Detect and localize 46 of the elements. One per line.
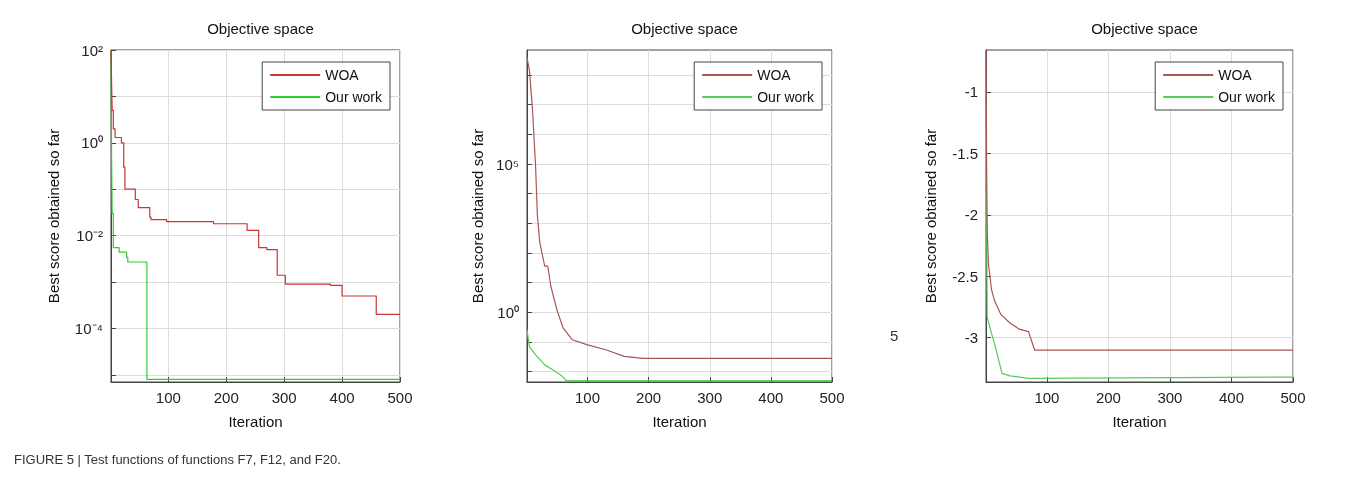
y-tick-label: 10² [81,41,103,59]
x-tick-label: 400 [329,389,355,406]
x-tick-label: 400 [1218,389,1244,406]
x-tick-label: 200 [213,389,239,406]
line-series [526,56,833,360]
legend-label: WOA [757,67,792,83]
line-series [985,152,1294,379]
y-tick-label: -2 [964,206,978,224]
chart-title: Objective space [1091,20,1198,37]
x-tick-label: 200 [1095,389,1121,406]
x-tick-label: 500 [387,389,413,406]
x-tick-label: 500 [819,389,845,406]
y-tick-label: 10⁵ [496,155,519,173]
x-axis-title: Iteration [228,413,283,430]
x-tick-label: 100 [1034,389,1060,406]
y-axis-title: Best score obtained so far [922,128,939,304]
x-tick-label: 100 [155,389,181,406]
y-axis-title: Best score obtained so far [469,128,487,304]
legend-label: WOA [325,67,360,83]
y-tick-label: 10⁰ [81,134,103,152]
legend-label: Our work [757,89,815,105]
chart-title: Objective space [631,20,738,37]
x-tick-label: 300 [271,389,297,406]
y-tick-label: 10⁻⁴ [74,319,103,337]
chart-title: Objective space [207,20,314,37]
x-axis-title: Iteration [1112,413,1167,430]
y-tick-label: 10⁰ [497,303,519,321]
x-tick-label: 500 [1280,389,1306,406]
text: 5 [890,327,899,344]
caption: FIGURE 5 | Test functions of functions F7, F12, and F20. [14,452,341,467]
y-tick-label: -1 [964,83,978,101]
legend-label: WOA [1218,67,1253,83]
y-tick-label: -3 [964,329,978,347]
x-tick-label: 300 [1157,389,1183,406]
x-tick-label: 400 [758,389,784,406]
y-axis-title: Best score obtained so far [45,128,62,304]
x-axis-title: Iteration [652,413,707,430]
x-tick-label: 200 [636,389,662,406]
legend-label: Our work [325,89,383,105]
line-series [985,49,1294,351]
y-tick-label: -1.5 [952,144,978,162]
y-tick-label: 10⁻² [76,227,103,245]
x-tick-label: 100 [575,389,601,406]
y-tick-label: -2.5 [952,267,978,285]
legend-label: Our work [1218,89,1276,105]
x-tick-label: 300 [697,389,723,406]
